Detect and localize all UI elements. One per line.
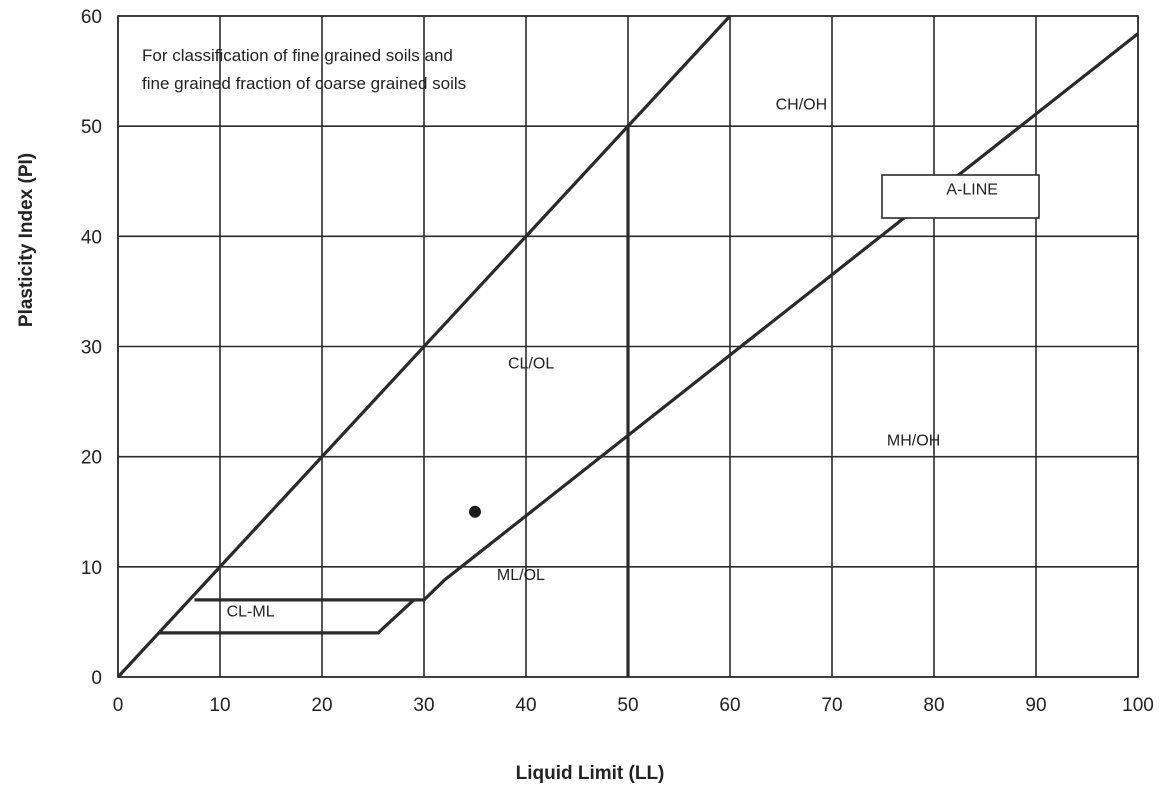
a-line-label: A-LINE (946, 181, 998, 198)
a-line-line (194, 32, 1139, 602)
x-axis-title: Liquid Limit (LL) (516, 763, 665, 784)
x-tick-label: 20 (311, 695, 332, 716)
x-tick-label: 70 (821, 695, 842, 716)
chart-note: For classification of fine grained soils… (142, 46, 466, 93)
u-line-line (116, 14, 732, 679)
y-tick-label: 60 (81, 7, 102, 28)
x-tick-label: 10 (209, 695, 230, 716)
classification-lines (116, 14, 1139, 679)
tick-labels: 0 10 20 30 40 50 60 70 80 90 100 0 10 20 30 40 50 60 (81, 7, 1154, 716)
a-line-label-group: A-LINE (881, 174, 1040, 219)
x-tick-label: 80 (923, 695, 944, 716)
x-tick-label: 50 (617, 695, 638, 716)
y-axis-title: Plasticity Index (PI) (16, 153, 37, 327)
a-line-label-box (881, 174, 1040, 219)
x-tick-label: 30 (413, 695, 434, 716)
region-labels: CH/OH CL/OL MH/OH ML/OL CL-ML (227, 97, 941, 621)
x-tick-label: 40 (515, 695, 536, 716)
region-label: CH/OH (776, 97, 828, 114)
y-tick-label: 40 (81, 227, 102, 248)
region-label: CL/OL (508, 356, 554, 373)
note-line-1: For classification of fine grained soils… (142, 46, 453, 65)
region-label: CL-ML (227, 603, 275, 620)
region-label: MH/OH (887, 433, 940, 450)
y-tick-label: 0 (91, 668, 102, 689)
sample-point (469, 505, 481, 518)
x-tick-label: 60 (719, 695, 740, 716)
region-label: ML/OL (497, 567, 545, 584)
y-tick-label: 50 (81, 117, 102, 138)
x-tick-label: 100 (1122, 695, 1154, 716)
cl-ml-lower-line (158, 598, 415, 635)
y-tick-label: 10 (81, 558, 102, 579)
x-tick-label: 90 (1025, 695, 1046, 716)
y-tick-label: 30 (81, 338, 102, 359)
data-points (469, 505, 481, 518)
y-tick-label: 20 (81, 448, 102, 469)
note-line-2: fine grained fraction of coarse grained … (142, 74, 466, 93)
x-tick-label: 0 (113, 695, 124, 716)
